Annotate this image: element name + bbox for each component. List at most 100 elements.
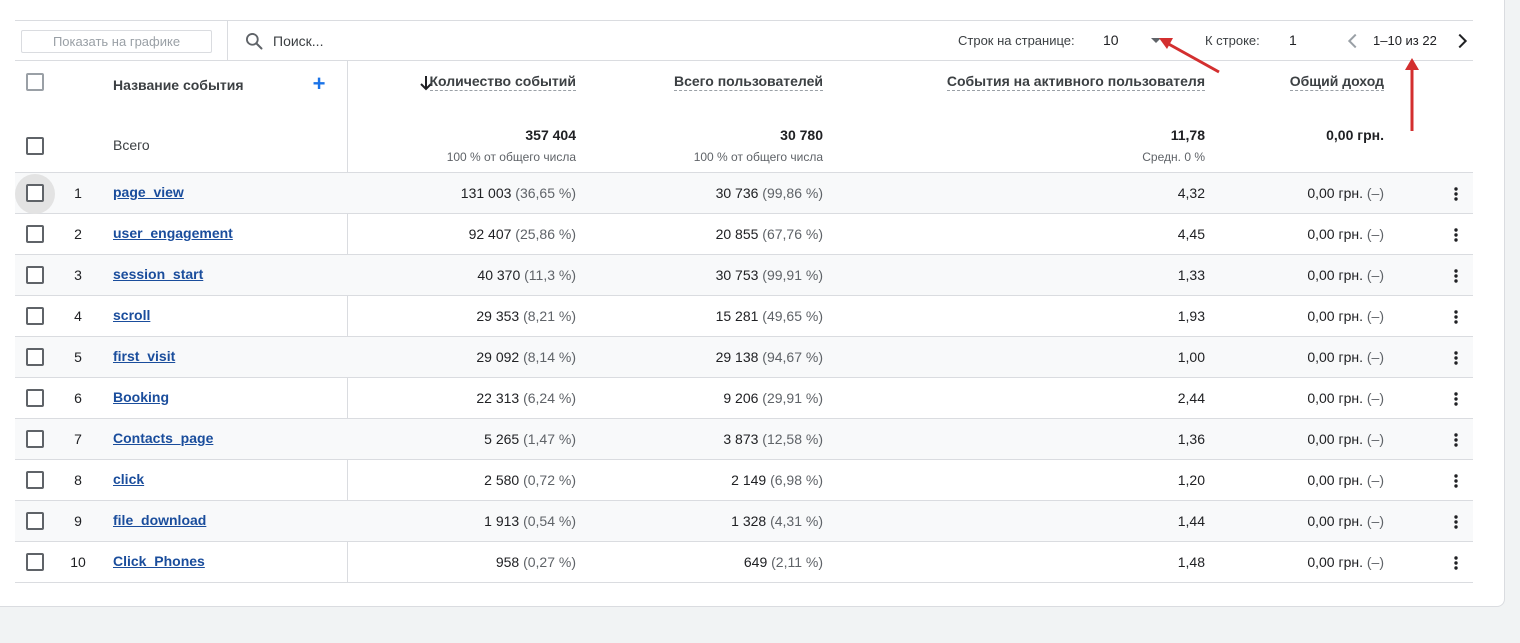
header-total-users[interactable]: Всего пользователей — [673, 73, 823, 91]
event-count-pct: (36,65 %) — [515, 185, 576, 201]
table-row: 4 scroll 29 353 (8,21 %) 15 281 (49,65 %) 1,… — [15, 296, 1473, 337]
header-event-count[interactable]: Количество событий — [429, 73, 576, 91]
event-name-link[interactable]: session_start — [113, 266, 204, 282]
revenue-value: 0,00 грн. — [1307, 431, 1363, 447]
more-vert-icon[interactable] — [1449, 308, 1463, 326]
event-name-link[interactable]: page_view — [113, 184, 184, 200]
revenue-cell: 0,00 грн. (–) — [1307, 431, 1384, 447]
table-row: 8 click 2 580 (0,72 %) 2 149 (6,98 %) 1,20 0,… — [15, 460, 1473, 501]
row-number: 6 — [74, 390, 82, 406]
revenue-pct: (–) — [1366, 267, 1384, 283]
row-checkbox[interactable] — [26, 225, 44, 243]
row-number: 9 — [74, 513, 82, 529]
more-vert-icon[interactable] — [1449, 267, 1463, 285]
per-user-cell: 4,45 — [1177, 226, 1205, 242]
users-value: 20 855 — [715, 226, 759, 242]
users-pct: (2,11 %) — [771, 554, 823, 570]
event-name-link[interactable]: file_download — [113, 512, 207, 528]
header-events-per-user[interactable]: События на активного пользователя — [946, 73, 1205, 91]
revenue-pct: (–) — [1366, 390, 1384, 406]
goto-row-input[interactable]: 1 — [1289, 32, 1297, 48]
select-all-checkbox[interactable] — [26, 73, 44, 91]
row-number: 10 — [70, 554, 86, 570]
revenue-pct: (–) — [1366, 308, 1384, 324]
row-checkbox[interactable] — [26, 184, 44, 202]
event-name-link[interactable]: Click_Phones — [113, 553, 205, 569]
row-checkbox[interactable] — [26, 348, 44, 366]
event-count-cell: 40 370 (11,3 %) — [477, 267, 576, 283]
users-value: 30 736 — [715, 185, 759, 201]
event-count-value: 22 313 — [476, 390, 520, 406]
event-count-pct: (1,47 %) — [523, 431, 576, 447]
totals-revenue: 0,00 грн. — [1326, 127, 1384, 143]
event-count-value: 2 580 — [484, 472, 520, 488]
event-count-pct: (0,27 %) — [523, 554, 576, 570]
per-user-cell: 1,36 — [1177, 431, 1205, 447]
per-user-cell: 1,20 — [1177, 472, 1205, 488]
users-pct: (99,91 %) — [762, 267, 823, 283]
revenue-value: 0,00 грн. — [1307, 513, 1363, 529]
add-dimension-button[interactable]: + — [312, 71, 326, 96]
row-number: 2 — [74, 226, 82, 242]
header-event-name[interactable]: Название события — [113, 77, 244, 93]
event-count-value: 92 407 — [468, 226, 512, 242]
arrow-down-icon — [420, 76, 432, 91]
more-vert-icon[interactable] — [1449, 431, 1463, 449]
row-number: 3 — [74, 267, 82, 283]
users-cell: 30 736 (99,86 %) — [716, 185, 823, 201]
row-checkbox[interactable] — [26, 512, 44, 530]
event-name-link[interactable]: user_engagement — [113, 225, 233, 241]
users-value: 3 873 — [723, 431, 759, 447]
totals-event-count: 357 404 — [525, 127, 576, 143]
more-vert-icon[interactable] — [1449, 226, 1463, 244]
event-name-link[interactable]: click — [113, 471, 145, 487]
row-number: 5 — [74, 349, 82, 365]
row-checkbox[interactable] — [26, 471, 44, 489]
row-checkbox[interactable] — [26, 553, 44, 571]
event-name-link[interactable]: Contacts_page — [113, 430, 214, 446]
table-toolbar: Показать на графике Строк на странице: 1… — [15, 20, 1473, 61]
event-count-value: 29 092 — [476, 349, 520, 365]
goto-row-label: К строке: — [1205, 33, 1260, 48]
users-cell: 29 138 (94,67 %) — [716, 349, 823, 365]
revenue-cell: 0,00 грн. (–) — [1307, 554, 1384, 570]
users-cell: 30 753 (99,91 %) — [716, 267, 823, 283]
totals-checkbox[interactable] — [26, 137, 44, 155]
users-cell: 9 206 (29,91 %) — [723, 390, 823, 406]
revenue-pct: (–) — [1366, 472, 1384, 488]
more-vert-icon[interactable] — [1449, 185, 1463, 203]
event-count-value: 131 003 — [460, 185, 512, 201]
event-count-pct: (8,21 %) — [523, 308, 576, 324]
more-vert-icon[interactable] — [1449, 513, 1463, 531]
chevron-right-icon[interactable] — [1451, 30, 1473, 52]
chevron-down-icon[interactable] — [1151, 38, 1161, 43]
event-name-link[interactable]: scroll — [113, 307, 151, 323]
revenue-pct: (–) — [1366, 349, 1384, 365]
event-name-link[interactable]: Booking — [113, 389, 169, 405]
revenue-cell: 0,00 грн. (–) — [1307, 472, 1384, 488]
revenue-pct: (–) — [1366, 513, 1384, 529]
header-total-revenue[interactable]: Общий доход — [1289, 73, 1384, 91]
per-user-cell: 2,44 — [1177, 390, 1205, 406]
more-vert-icon[interactable] — [1449, 349, 1463, 367]
table-row: 2 user_engagement 92 407 (25,86 %) 20 855 (… — [15, 214, 1473, 255]
per-user-cell: 1,93 — [1177, 308, 1205, 324]
users-pct: (12,58 %) — [762, 431, 823, 447]
more-vert-icon[interactable] — [1449, 554, 1463, 572]
more-vert-icon[interactable] — [1449, 472, 1463, 490]
more-vert-icon[interactable] — [1449, 390, 1463, 408]
row-checkbox[interactable] — [26, 307, 44, 325]
plot-rows-button[interactable]: Показать на графике — [21, 30, 212, 53]
table-row: 9 file_download 1 913 (0,54 %) 1 328 (4,31 … — [15, 501, 1473, 542]
event-count-pct: (8,14 %) — [523, 349, 576, 365]
row-checkbox[interactable] — [26, 430, 44, 448]
totals-row: Всего 357 404 100 % от общего числа 30 7… — [15, 111, 1473, 173]
event-name-link[interactable]: first_visit — [113, 348, 176, 364]
row-checkbox[interactable] — [26, 389, 44, 407]
search-input[interactable] — [273, 30, 573, 52]
row-checkbox[interactable] — [26, 266, 44, 284]
chevron-left-icon[interactable] — [1342, 30, 1364, 52]
rows-per-page-select[interactable]: 10 — [1103, 32, 1119, 48]
table-row: 10 Click_Phones 958 (0,27 %) 649 (2,11 %) 1,… — [15, 542, 1473, 583]
revenue-value: 0,00 грн. — [1307, 185, 1363, 201]
